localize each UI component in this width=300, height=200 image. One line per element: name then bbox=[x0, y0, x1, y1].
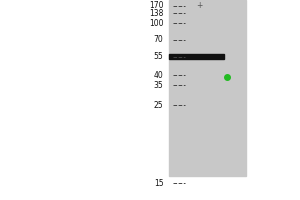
Text: +: + bbox=[196, 0, 203, 9]
Text: 138: 138 bbox=[149, 8, 164, 18]
Bar bbox=[169, 54, 224, 59]
Text: 40: 40 bbox=[154, 71, 164, 79]
Text: 170: 170 bbox=[149, 1, 164, 10]
Text: 15: 15 bbox=[154, 179, 164, 188]
Text: 100: 100 bbox=[149, 19, 164, 27]
Text: 55: 55 bbox=[154, 52, 164, 61]
Text: 35: 35 bbox=[154, 81, 164, 90]
Text: 70: 70 bbox=[154, 36, 164, 45]
Bar bbox=[169, 0, 246, 176]
Text: 25: 25 bbox=[154, 100, 164, 110]
